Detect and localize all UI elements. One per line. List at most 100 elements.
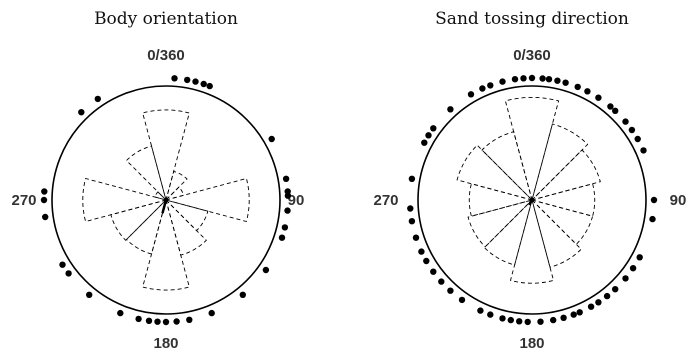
observation-point bbox=[40, 196, 48, 204]
observation-point bbox=[487, 311, 494, 318]
observation-point bbox=[487, 82, 494, 89]
observation-point bbox=[458, 296, 466, 304]
rose-petal bbox=[142, 109, 190, 202]
observation-point bbox=[94, 95, 102, 103]
observation-point bbox=[524, 318, 531, 326]
observation-point bbox=[507, 316, 514, 324]
observation-point bbox=[520, 75, 527, 82]
observation-point bbox=[206, 82, 213, 90]
direction-label-right: 90 bbox=[670, 192, 687, 209]
center-point bbox=[529, 197, 535, 203]
observation-point bbox=[562, 79, 569, 86]
direction-label-top: 0/360 bbox=[513, 47, 551, 64]
observation-point bbox=[628, 126, 636, 134]
rose-petal bbox=[468, 183, 534, 217]
observation-point bbox=[447, 287, 454, 294]
observation-point bbox=[262, 266, 270, 274]
observation-point bbox=[59, 261, 66, 268]
observation-point bbox=[173, 318, 180, 325]
observation-point bbox=[550, 316, 557, 324]
rose-petal bbox=[125, 198, 167, 255]
observation-point bbox=[65, 270, 72, 277]
rose-petal bbox=[531, 123, 589, 202]
rose-petal bbox=[164, 186, 185, 201]
observation-point bbox=[570, 311, 577, 318]
observation-point bbox=[511, 76, 519, 83]
observation-point bbox=[438, 278, 445, 285]
observation-point bbox=[284, 192, 292, 199]
observation-point bbox=[78, 109, 85, 116]
panel-sand-tossing-direction: Sand tossing direction 0/360 90 180 270 bbox=[373, 9, 686, 352]
rose-petal bbox=[165, 198, 207, 256]
observation-point bbox=[281, 224, 289, 231]
chart-marks bbox=[407, 74, 658, 326]
observation-point bbox=[42, 213, 49, 221]
observation-point bbox=[421, 139, 428, 146]
observation-point bbox=[640, 147, 647, 154]
observation-point bbox=[467, 91, 475, 98]
observation-point bbox=[612, 107, 619, 115]
rose-petal bbox=[531, 198, 582, 268]
observation-point bbox=[192, 78, 199, 85]
observation-point bbox=[278, 234, 286, 241]
direction-label-bottom: 180 bbox=[519, 335, 544, 352]
observation-point bbox=[407, 205, 414, 212]
observation-point bbox=[528, 74, 536, 82]
rose-petal bbox=[509, 198, 555, 284]
panel-body-orientation: Body orientation 0/360 90 180 270 bbox=[11, 9, 304, 352]
rose-petal bbox=[142, 198, 190, 291]
observation-point bbox=[560, 314, 567, 321]
observation-point bbox=[516, 318, 523, 325]
observation-point bbox=[636, 254, 643, 261]
direction-label-left: 270 bbox=[373, 192, 398, 209]
observation-point bbox=[629, 265, 637, 272]
observation-point bbox=[284, 207, 291, 214]
rose-petal bbox=[504, 97, 560, 202]
observation-point bbox=[595, 299, 602, 306]
observation-point bbox=[430, 268, 437, 275]
observation-point bbox=[430, 125, 437, 132]
observation-point bbox=[208, 309, 215, 317]
observation-point bbox=[595, 94, 602, 101]
observation-point bbox=[423, 257, 430, 265]
observation-point bbox=[41, 188, 48, 195]
observation-point bbox=[86, 291, 93, 298]
observation-point bbox=[145, 317, 153, 324]
observation-point bbox=[418, 248, 425, 255]
rose-petal bbox=[530, 149, 601, 201]
observation-point bbox=[447, 106, 454, 113]
observation-point bbox=[612, 286, 619, 293]
direction-label-bottom: 180 bbox=[153, 335, 178, 352]
observation-point bbox=[622, 118, 629, 125]
rose-petal bbox=[530, 183, 596, 217]
observation-point bbox=[622, 275, 629, 282]
observation-point bbox=[587, 303, 595, 310]
observation-point bbox=[545, 76, 553, 83]
rose-petal bbox=[164, 199, 209, 232]
direction-label-right: 90 bbox=[288, 192, 305, 209]
observation-point bbox=[162, 318, 170, 326]
chart-title: Body orientation bbox=[94, 9, 238, 29]
observation-point bbox=[574, 83, 581, 91]
observation-point bbox=[479, 85, 486, 92]
observation-point bbox=[268, 135, 275, 143]
outer-circle bbox=[51, 85, 281, 315]
rose-petal bbox=[125, 145, 167, 202]
rose-petal bbox=[483, 198, 533, 266]
observation-point bbox=[537, 318, 544, 325]
center-point bbox=[163, 197, 169, 203]
observation-point bbox=[282, 175, 290, 182]
observation-point bbox=[650, 196, 658, 204]
observation-point bbox=[634, 135, 641, 143]
outer-circle bbox=[417, 85, 647, 315]
observation-point bbox=[584, 88, 591, 95]
observation-point bbox=[425, 132, 432, 139]
rose-petal bbox=[481, 131, 533, 202]
rose-petal bbox=[154, 191, 168, 201]
observation-point bbox=[607, 103, 614, 110]
rose-petal bbox=[530, 199, 594, 245]
observation-point bbox=[603, 292, 611, 300]
rose-petal bbox=[456, 144, 534, 201]
observation-point bbox=[408, 218, 416, 225]
observation-point bbox=[499, 315, 506, 322]
